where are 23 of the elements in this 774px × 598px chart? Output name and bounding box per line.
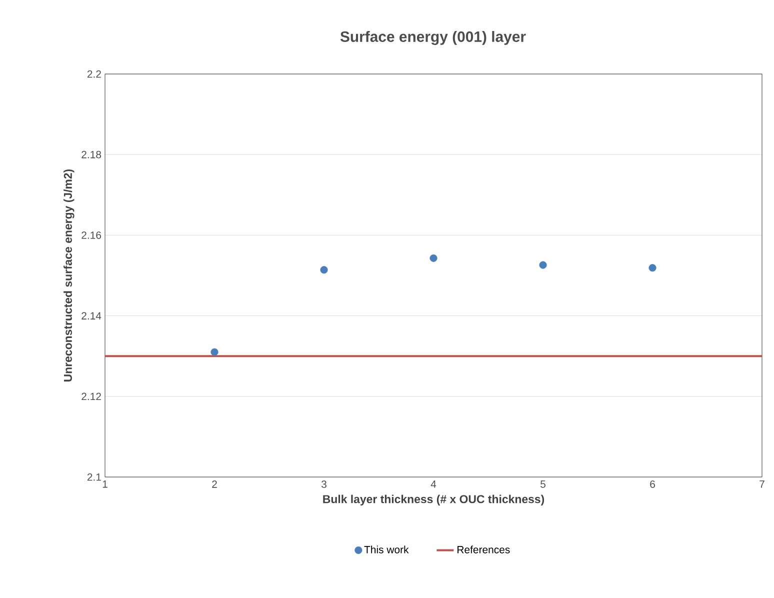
legend-label: References <box>458 546 510 554</box>
point <box>648 264 656 272</box>
y-tick-label: 2.1 <box>87 473 101 481</box>
x-tick-label: 5 <box>540 480 546 488</box>
y-tick-label: 2.2 <box>87 70 101 78</box>
y-tick-label: 2.18 <box>82 150 102 158</box>
x-tick-label: 6 <box>650 480 655 488</box>
x-tick-label: 7 <box>760 480 764 488</box>
x-tick-label: 1 <box>102 480 108 488</box>
x-tick-label: 4 <box>430 480 436 488</box>
point <box>430 254 438 262</box>
y-tick-label: 2.16 <box>82 232 102 239</box>
y-tick-label: 2.14 <box>82 312 102 320</box>
legend-label: This work <box>364 546 409 554</box>
point <box>320 266 328 274</box>
x-axis-title: Bulk layer thickness (# x OUC thickness) <box>323 494 544 506</box>
y-tick-label: 2.12 <box>82 392 101 400</box>
chart-title: Surface energy (001) layer <box>340 30 526 45</box>
point <box>210 348 218 356</box>
point <box>539 261 547 269</box>
x-tick-label: 3 <box>321 480 326 488</box>
y-axis-title: Unreconstructed surface energy (J/m2) <box>64 169 74 382</box>
x-tick-label: 2 <box>212 480 217 488</box>
